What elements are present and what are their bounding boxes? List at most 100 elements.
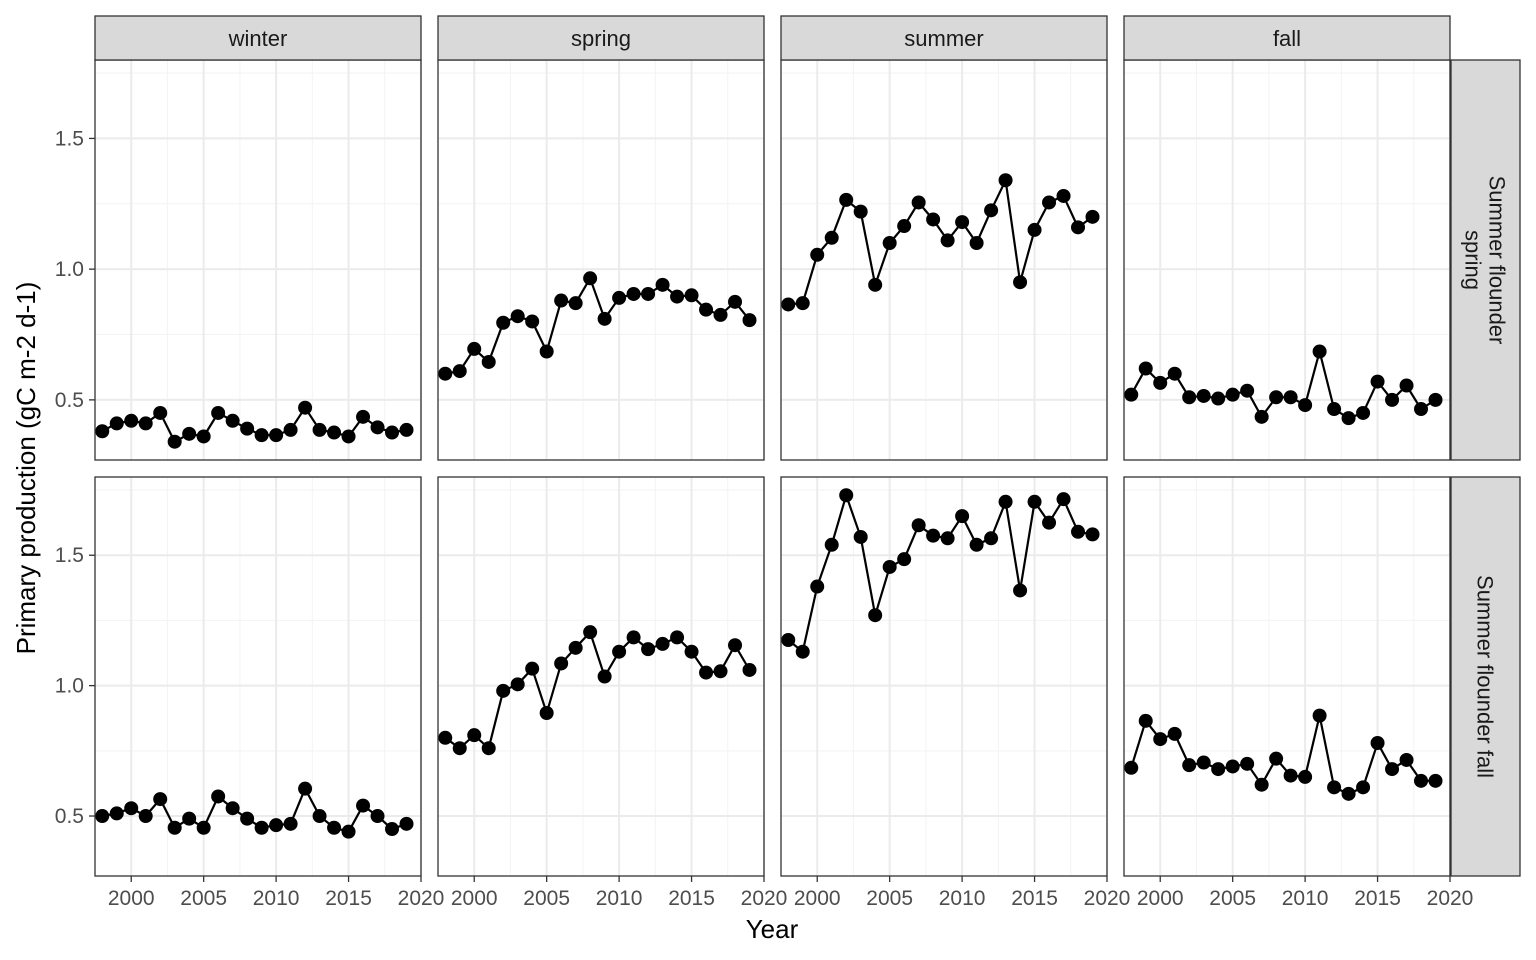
data-point-2013 (1341, 411, 1356, 426)
data-point-2011 (969, 537, 984, 552)
data-point-2009 (597, 311, 612, 326)
y-axis-title: Primary production (gC m-2 d-1) (11, 282, 41, 655)
data-point-2013 (998, 494, 1013, 509)
strip-label-fall: fall (1273, 26, 1301, 51)
data-point-2009 (940, 531, 955, 546)
data-point-2017 (1399, 752, 1414, 767)
strip-summer (780, 15, 1108, 61)
panel-background (438, 60, 764, 460)
data-point-2008 (926, 212, 941, 227)
data-point-2019 (1085, 209, 1100, 224)
data-point-2008 (1269, 751, 1284, 766)
data-point-2001 (1167, 726, 1182, 741)
series-line (1130, 347, 1437, 420)
x-tick-label: 2000 (794, 887, 841, 910)
data-point-2010 (1298, 398, 1313, 413)
data-point-2000 (124, 801, 139, 816)
data-point-2016 (356, 409, 371, 424)
data-point-2007 (911, 518, 926, 533)
data-point-2015 (1370, 374, 1385, 389)
data-point-2006 (211, 789, 226, 804)
data-point-2013 (312, 422, 327, 437)
data-point-2001 (138, 416, 153, 431)
x-tick-label: 2010 (253, 887, 300, 910)
data-point-2007 (225, 413, 240, 428)
data-point-2005 (539, 706, 554, 721)
panel-summer-flounder-spring-spring (437, 59, 765, 461)
strip-label-spring: spring (571, 26, 631, 51)
data-point-2007 (568, 640, 583, 655)
data-point-2015 (1370, 736, 1385, 750)
data-point-2014 (1013, 275, 1028, 290)
data-point-2005 (196, 429, 211, 444)
data-point-2001 (1167, 366, 1182, 381)
data-point-2003 (1196, 388, 1211, 403)
data-point-2003 (510, 309, 525, 324)
x-tick-label: 2020 (741, 887, 788, 910)
data-point-2008 (240, 421, 255, 436)
data-point-2016 (356, 798, 371, 813)
data-point-2002 (1182, 758, 1197, 773)
data-point-2008 (926, 528, 941, 543)
data-point-2019 (1085, 527, 1100, 542)
data-point-2010 (269, 818, 284, 833)
series-line (101, 405, 407, 444)
data-point-2015 (1027, 222, 1042, 237)
data-point-2002 (839, 488, 854, 503)
data-point-2005 (882, 559, 897, 574)
panel-summer-flounder-fall-summer (780, 476, 1108, 877)
data-point-2005 (539, 344, 554, 359)
data-point-2006 (211, 405, 226, 420)
data-point-2015 (341, 824, 356, 839)
data-point-2000 (467, 341, 482, 356)
panel-summer-flounder-spring-fall (1123, 59, 1451, 461)
x-tick-label: 2015 (668, 887, 715, 910)
data-point-2003 (167, 820, 182, 835)
data-point-1998 (95, 424, 110, 439)
series-line (788, 176, 1094, 306)
row-strip-summer-flounder-spring (1450, 59, 1521, 461)
data-point-2011 (969, 236, 984, 251)
data-point-2017 (1056, 188, 1071, 203)
data-point-1999 (109, 806, 124, 821)
data-point-2018 (1071, 524, 1086, 539)
data-point-2006 (1240, 756, 1255, 771)
data-point-2010 (612, 290, 627, 305)
strip-spring (437, 15, 765, 61)
data-point-2000 (1153, 375, 1168, 390)
data-point-1998 (781, 632, 796, 647)
row-strip-label-summer-flounder-fall: Summer flounder fall (1473, 575, 1498, 778)
data-point-2002 (496, 683, 511, 698)
data-point-2019 (742, 662, 757, 677)
data-point-2007 (1254, 409, 1269, 424)
y-tick-label: 0.5 (55, 389, 84, 412)
data-point-2008 (583, 271, 598, 286)
data-point-2011 (1312, 708, 1327, 723)
x-axis-title: Year (746, 914, 799, 944)
data-point-1999 (1138, 713, 1153, 728)
panel-summer-flounder-fall-spring (437, 476, 765, 877)
data-point-2010 (269, 428, 284, 443)
data-point-2009 (940, 233, 955, 248)
row-strip-label-line: Summer flounder (1485, 176, 1510, 345)
x-tick-label: 2010 (1282, 887, 1329, 910)
y-tick-label: 1.5 (55, 127, 84, 150)
data-point-2011 (283, 816, 298, 831)
data-point-2008 (240, 811, 255, 826)
data-point-1999 (109, 416, 124, 431)
data-point-2015 (684, 288, 699, 303)
data-point-1998 (781, 297, 796, 312)
data-point-2009 (254, 820, 269, 835)
x-tick-label: 2020 (398, 887, 445, 910)
axes-layer: 0.5 1.0 1.5 0.5 1.0 1.5 2000 2005 2010 2015 2020 20… (55, 127, 1474, 910)
data-point-2019 (399, 816, 414, 831)
data-point-2010 (955, 215, 970, 230)
data-point-2001 (481, 354, 496, 369)
data-point-2013 (1341, 786, 1356, 801)
x-tick-label: 2000 (108, 887, 155, 910)
data-point-2016 (1385, 762, 1400, 777)
data-point-2007 (568, 296, 583, 311)
data-point-2013 (998, 173, 1013, 188)
data-point-2012 (1327, 402, 1342, 417)
